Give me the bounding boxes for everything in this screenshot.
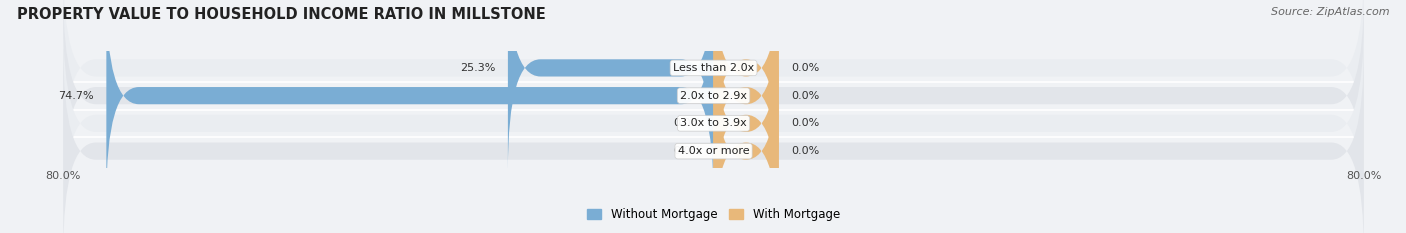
Legend: Without Mortgage, With Mortgage: Without Mortgage, With Mortgage: [582, 203, 845, 226]
FancyBboxPatch shape: [107, 0, 713, 198]
Text: 0.0%: 0.0%: [790, 63, 820, 73]
FancyBboxPatch shape: [713, 0, 779, 170]
Text: 4.0x or more: 4.0x or more: [678, 146, 749, 156]
FancyBboxPatch shape: [63, 21, 1364, 226]
Text: 0.0%: 0.0%: [790, 118, 820, 128]
Text: 2.0x to 2.9x: 2.0x to 2.9x: [681, 91, 747, 101]
FancyBboxPatch shape: [63, 0, 1364, 170]
Text: 74.7%: 74.7%: [59, 91, 94, 101]
Text: 0.0%: 0.0%: [790, 91, 820, 101]
Text: PROPERTY VALUE TO HOUSEHOLD INCOME RATIO IN MILLSTONE: PROPERTY VALUE TO HOUSEHOLD INCOME RATIO…: [17, 7, 546, 22]
Text: Less than 2.0x: Less than 2.0x: [673, 63, 754, 73]
Text: 3.0x to 3.9x: 3.0x to 3.9x: [681, 118, 747, 128]
Text: 0.0%: 0.0%: [673, 146, 702, 156]
FancyBboxPatch shape: [713, 0, 779, 198]
FancyBboxPatch shape: [713, 21, 779, 226]
Text: Source: ZipAtlas.com: Source: ZipAtlas.com: [1271, 7, 1389, 17]
Text: 0.0%: 0.0%: [673, 118, 702, 128]
FancyBboxPatch shape: [63, 0, 1364, 198]
FancyBboxPatch shape: [713, 49, 779, 233]
Text: 0.0%: 0.0%: [790, 146, 820, 156]
FancyBboxPatch shape: [63, 49, 1364, 233]
Text: 25.3%: 25.3%: [460, 63, 496, 73]
FancyBboxPatch shape: [508, 0, 713, 170]
